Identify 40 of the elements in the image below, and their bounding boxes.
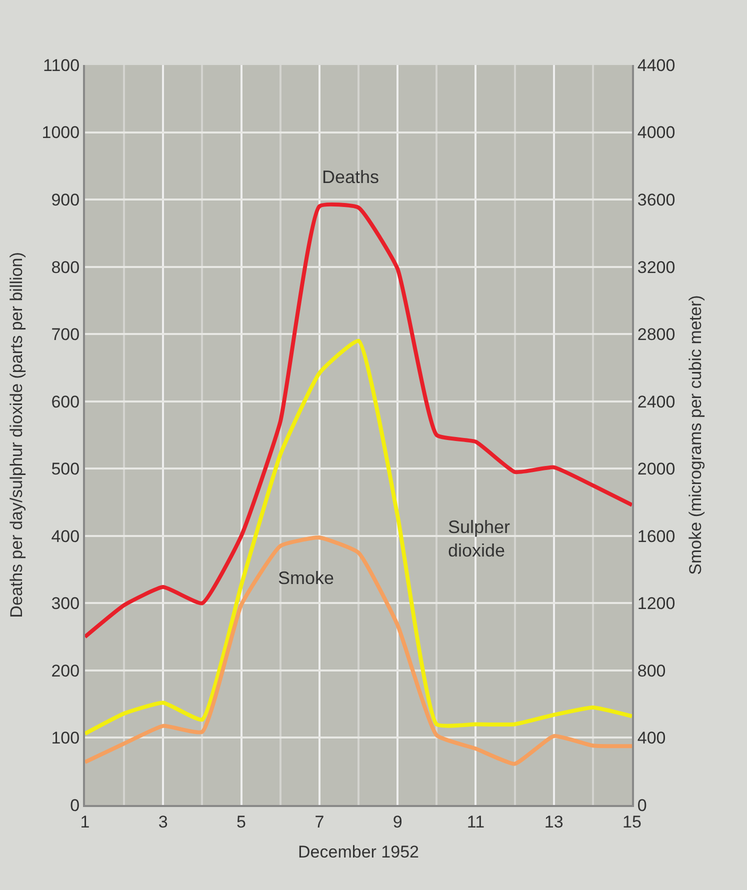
y2-tick-label: 3200: [637, 258, 676, 277]
x-tick-label: 13: [544, 812, 564, 832]
series-label: Deaths: [322, 167, 380, 187]
y-tick-label: 800: [51, 258, 80, 277]
y2-tick-label: 1600: [637, 526, 676, 546]
y-tick-label: 300: [51, 594, 80, 614]
y2-tick-label: 0: [637, 796, 647, 815]
y-tick-label: 0: [70, 796, 80, 815]
y2-axis-title: Smoke (micrograms per cubic meter): [686, 295, 706, 575]
x-tick-label: 15: [622, 812, 642, 832]
y-tick-label: 500: [51, 460, 80, 479]
y-tick-label: 1000: [42, 123, 80, 142]
text: Sulpher dioxide: [448, 517, 510, 560]
x-tick-label: 3: [158, 812, 168, 832]
y-tick-label: 1100: [43, 56, 80, 75]
y-tick-label: 400: [51, 526, 80, 546]
y2-tick-label: 2800: [637, 325, 676, 344]
y2-tick-label: 800: [637, 661, 666, 680]
y-tick-label: 600: [51, 392, 80, 412]
y2-tick-label: 2400: [637, 392, 676, 412]
y-tick-label: 200: [51, 661, 80, 680]
line-series: [85, 536, 632, 766]
x-tick-label: 5: [236, 812, 246, 832]
y2-tick-label: 3600: [637, 190, 676, 210]
x-tick-label: 1: [80, 812, 90, 832]
y2-tick-label: 4000: [637, 123, 676, 142]
x-axis-title: December 1952: [298, 842, 419, 862]
x-tick-label: 7: [314, 812, 324, 832]
y2-tick-label: 1200: [637, 594, 676, 614]
y-tick-label: 100: [51, 728, 80, 748]
x-tick-label: 11: [466, 812, 485, 832]
y2-tick-label: 400: [637, 728, 666, 748]
y-tick-label: 700: [51, 325, 80, 344]
y-axis-title: Deaths per day/sulphur dioxide (parts per billion): [6, 252, 26, 618]
line-series: [85, 338, 632, 736]
x-tick-label: 9: [392, 812, 402, 832]
y2-tick-label: 2000: [637, 460, 676, 479]
series-label: Smoke: [278, 568, 334, 588]
y2-tick-label: 4400: [637, 56, 676, 75]
y-tick-label: 900: [51, 190, 80, 210]
